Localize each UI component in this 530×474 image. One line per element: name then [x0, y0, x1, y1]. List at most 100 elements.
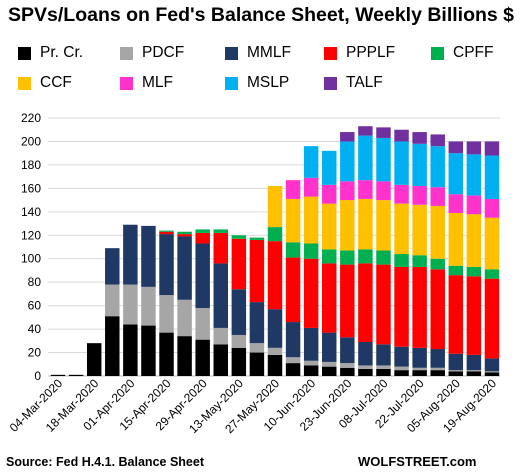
bar-segment — [430, 258, 445, 270]
bar-segment — [412, 370, 427, 376]
bar-segment — [484, 269, 500, 279]
bar-segment — [466, 214, 482, 267]
bar-segment — [412, 143, 427, 187]
bar-segment — [340, 132, 355, 142]
legend-label: PDCF — [142, 44, 185, 61]
bar-segment — [448, 353, 464, 371]
bar-segment — [303, 243, 319, 259]
bar-segment — [322, 249, 337, 264]
bar-segment — [340, 264, 355, 338]
y-tick-label: 20 — [28, 346, 42, 360]
y-tick-label: 200 — [21, 134, 41, 148]
bar-segment — [484, 371, 500, 373]
legend-label: CCF — [40, 74, 72, 91]
legend-swatch — [120, 76, 133, 90]
bar-segment — [141, 325, 156, 376]
bar-segment — [448, 194, 464, 213]
bar-segment — [159, 230, 174, 232]
bar-segment — [430, 146, 445, 188]
bar-segment — [267, 227, 283, 242]
bar-segment — [303, 177, 319, 197]
bar-segment — [105, 248, 120, 285]
legend-item: MLF — [120, 74, 173, 92]
legend-item: MSLP — [225, 74, 289, 92]
bar-segment — [412, 186, 427, 205]
legend-item: CCF — [18, 74, 72, 92]
y-tick-label: 220 — [21, 111, 41, 125]
bar-segment — [267, 186, 283, 228]
legend-swatch — [324, 76, 337, 90]
bar-segment — [249, 352, 265, 376]
bar-segment — [195, 232, 210, 244]
bar-segment — [267, 241, 283, 310]
bar-segment — [358, 126, 373, 136]
legend-swatch — [18, 46, 31, 60]
bar-segment — [412, 255, 427, 267]
bar-segment — [394, 184, 409, 204]
bar-segment — [141, 225, 156, 287]
bar-segment — [466, 276, 482, 355]
bar-segment — [340, 363, 355, 368]
bar-segment — [484, 372, 500, 376]
bar-segment — [448, 265, 464, 276]
bar-segment — [231, 235, 247, 239]
bar-segment — [249, 343, 265, 353]
bar-segment — [394, 203, 409, 255]
legend-label: MSLP — [247, 74, 290, 91]
legend-label: TALF — [346, 74, 383, 91]
bar-segment — [484, 217, 500, 270]
bar-segment — [213, 229, 228, 233]
bar-segment — [412, 132, 427, 144]
bar-segment — [195, 307, 210, 340]
bar-segment — [123, 224, 138, 285]
bar-segment — [448, 275, 464, 354]
legend: Pr. Cr. PDCF MMLF PPPLF CPFF CCF MLF MSLP TALF — [18, 44, 528, 100]
legend-swatch — [431, 46, 444, 60]
legend-swatch — [324, 46, 337, 60]
bar-segment — [231, 238, 247, 290]
bar-segment — [213, 327, 228, 345]
bar-segment — [394, 266, 409, 347]
bar-segment — [231, 347, 247, 376]
bar-segment — [448, 212, 464, 266]
y-tick-label: 60 — [28, 299, 42, 313]
bar-segment — [394, 141, 409, 185]
bar-segment — [358, 365, 373, 369]
bar-segment — [303, 196, 319, 244]
bar-segment — [484, 141, 500, 156]
bar-segment — [358, 249, 373, 264]
legend-item: CPFF — [431, 44, 493, 62]
bar-segment — [177, 234, 192, 237]
bar-segment — [340, 141, 355, 182]
bar-segment — [340, 250, 355, 265]
bar-segment — [430, 205, 445, 259]
bar-segment — [376, 137, 391, 182]
bar-segment — [105, 316, 120, 376]
bar-segment — [340, 200, 355, 251]
bar-segment — [213, 232, 228, 264]
bar-segment — [412, 367, 427, 371]
bar-segment — [358, 368, 373, 376]
bar-segment — [123, 284, 138, 325]
bar-segment — [322, 332, 337, 362]
bar-segment — [466, 195, 482, 215]
bar-segment — [322, 361, 337, 367]
bar-segment — [285, 257, 301, 323]
bar-segment — [394, 129, 409, 142]
bar-segment — [430, 349, 445, 368]
bar-segment — [340, 367, 355, 376]
bar-segment — [394, 346, 409, 367]
bar-segment — [448, 370, 464, 372]
y-tick-label: 80 — [28, 275, 42, 289]
legend-label: PPPLF — [346, 44, 396, 61]
y-tick-label: 120 — [21, 228, 41, 242]
bar-segment — [358, 180, 373, 199]
legend-swatch — [225, 76, 238, 90]
bar-segment — [285, 322, 301, 358]
bar-segment — [267, 354, 283, 376]
bar-segment — [448, 371, 464, 376]
bar-segment — [466, 154, 482, 196]
bar-segment — [322, 184, 337, 204]
bar-segment — [376, 127, 391, 138]
